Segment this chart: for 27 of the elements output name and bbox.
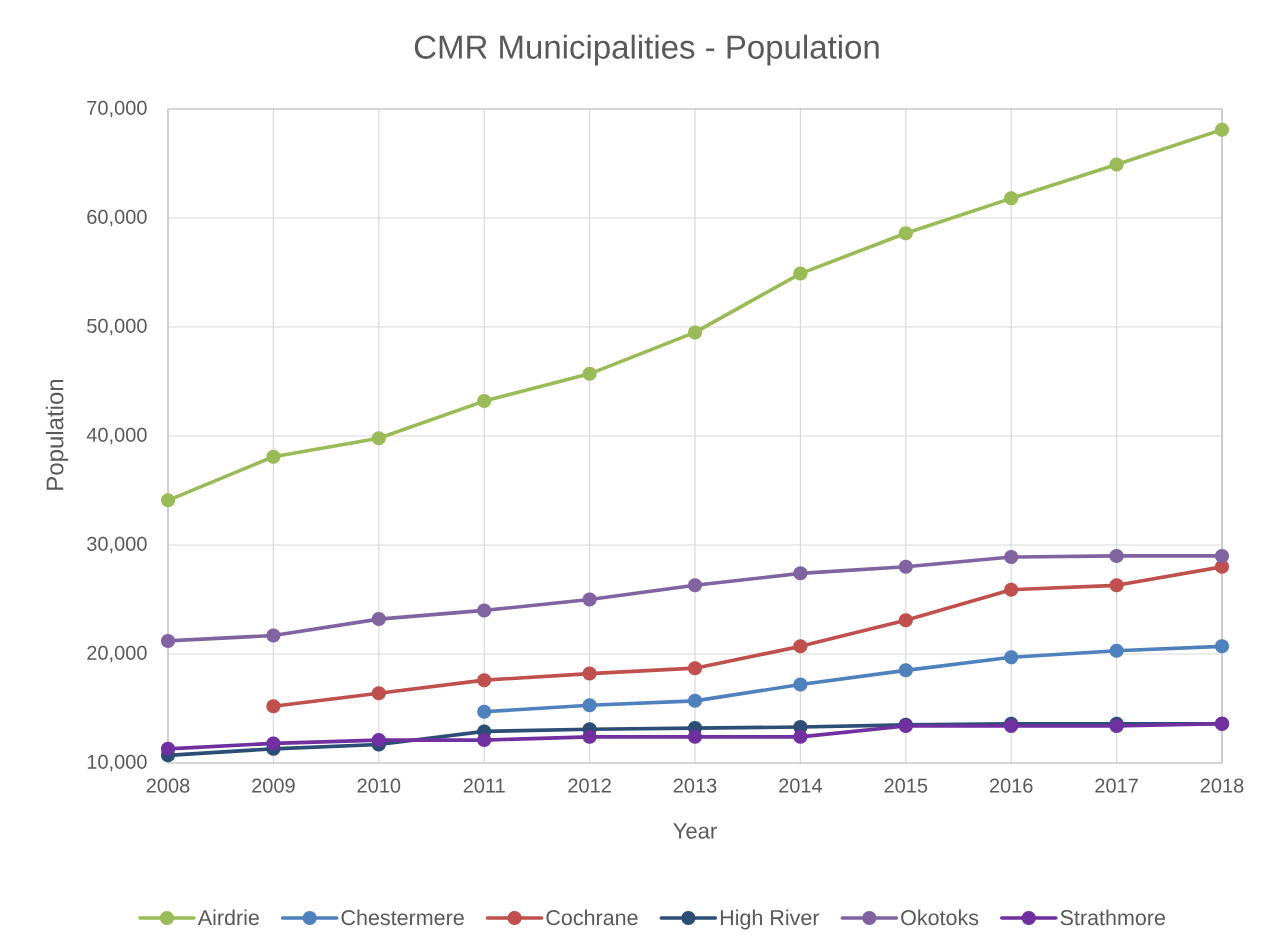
y-tick-label: 20,000: [87, 645, 147, 663]
legend-label: Airdrie: [197, 909, 259, 926]
x-tick-label: 2013: [673, 778, 717, 793]
y-tick-label: 10,000: [87, 754, 147, 772]
legend-label: High River: [720, 909, 820, 930]
legend-label: Strathmore: [1060, 909, 1165, 926]
x-tick-label: 2010: [357, 778, 401, 793]
y-tick-label: 40,000: [86, 427, 147, 445]
x-tick-label: 2008: [146, 778, 190, 793]
x-tick-label: 2017: [1095, 778, 1138, 793]
x-tick-label: 2016: [989, 778, 1033, 793]
x-tick-label: 2011: [463, 778, 505, 793]
legend-label: Chestermere: [341, 909, 464, 926]
y-tick-label: 60,000: [87, 209, 147, 227]
y-tick-label: 70,000: [87, 100, 147, 118]
legend-label: Cochrane: [546, 909, 638, 926]
y-tick-label: 30,000: [87, 536, 147, 554]
x-axis-title: Year: [673, 823, 717, 839]
legend-label: Okotoks: [901, 909, 979, 926]
x-tick-label: 2009: [252, 778, 295, 793]
y-axis-title: Population: [45, 379, 69, 490]
y-tick-label: 50,000: [87, 318, 147, 336]
x-tick-label: 2015: [884, 778, 928, 793]
x-tick-label: 2018: [1200, 778, 1244, 793]
x-tick-label: 2014: [779, 778, 823, 793]
chart-title: CMR Municipalities - Population: [414, 34, 879, 66]
x-tick-label: 2012: [568, 778, 611, 793]
